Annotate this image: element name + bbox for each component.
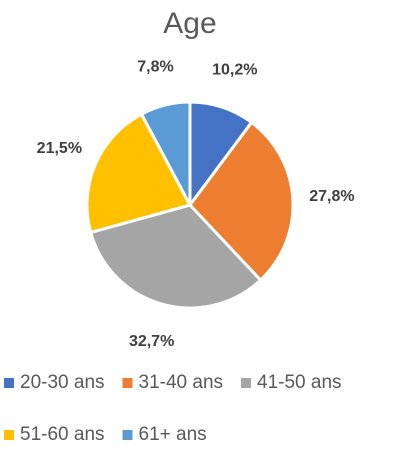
data-label: 10,2% (212, 61, 257, 78)
pie-slice (139, 100, 192, 206)
legend-marker (241, 378, 252, 388)
legend-marker (122, 378, 133, 388)
legend-marker (4, 378, 14, 388)
legend-label: 51-60 ans (20, 424, 105, 445)
pie-slice (88, 203, 263, 310)
data-label: 27,8% (309, 188, 354, 205)
legend-marker (122, 430, 133, 440)
pie-slice (85, 112, 193, 235)
legend-label: 31-40 ans (139, 372, 224, 393)
data-label: 7,8% (137, 58, 173, 75)
legend-label: 41-50 ans (257, 372, 342, 393)
pie-slice (188, 120, 295, 283)
legend-marker (4, 430, 14, 440)
data-label: 32,7% (129, 333, 174, 350)
chart-title: Age (163, 7, 216, 40)
legend-label: 20-30 ans (20, 372, 105, 393)
legend-label: 61+ ans (139, 424, 207, 445)
data-label: 21,5% (37, 140, 82, 157)
